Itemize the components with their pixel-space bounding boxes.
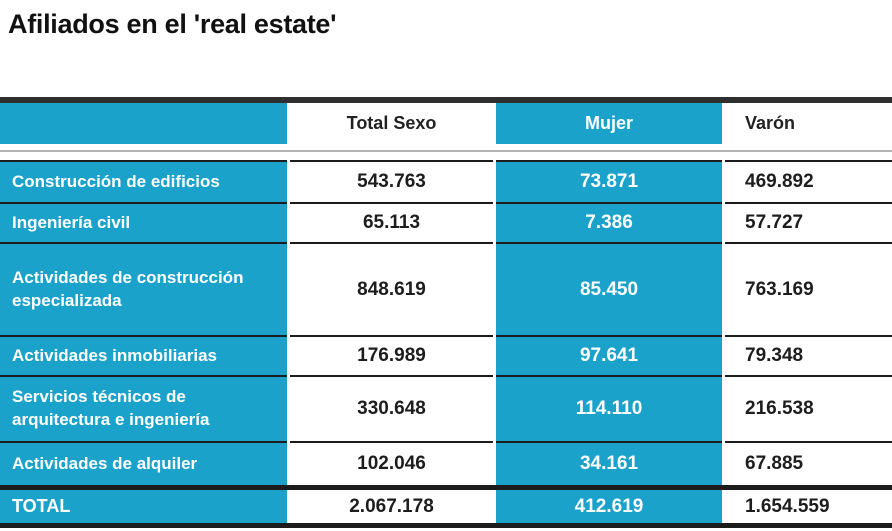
row-mujer-cell: 114.110	[496, 377, 722, 443]
row-varon-cell: 216.538	[725, 377, 892, 443]
affiliates-table: Total Sexo Mujer Varón Construcción de e…	[0, 97, 892, 528]
header-mujer-cell: Mujer	[496, 103, 722, 144]
row-total-sexo-cell: 330.648	[290, 377, 493, 443]
row-total-sexo-cell: 543.763	[290, 160, 493, 204]
row-category-cell: Servicios técnicos de arquitectura e ing…	[0, 377, 287, 443]
total-label-cell: TOTAL	[0, 490, 287, 523]
table-header-row: Total Sexo Mujer Varón	[0, 103, 892, 144]
page-title: Afiliados en el 'real estate'	[8, 9, 337, 39]
table-top-border	[0, 97, 892, 103]
row-mujer-cell: 85.450	[496, 244, 722, 337]
table-row-servicios-tecnicos: Servicios técnicos de arquitectura e ing…	[0, 377, 892, 443]
row-mujer-cell: 34.161	[496, 443, 722, 485]
row-varon-cell: 763.169	[725, 244, 892, 337]
row-category-cell: Actividades de construcción especializad…	[0, 244, 287, 337]
row-varon-cell: 57.727	[725, 204, 892, 244]
header-category-cell	[0, 103, 287, 144]
row-total-sexo-cell: 102.046	[357, 453, 426, 474]
total-top-border	[0, 485, 892, 490]
row-category-cell: Ingeniería civil	[0, 204, 287, 244]
header-separator-line	[0, 150, 892, 152]
total-total-sexo-cell: 2.067.178	[349, 495, 434, 517]
table-total-row: TOTAL 2.067.178 412.619 1.654.559	[0, 490, 892, 523]
header-varon-cell: Varón	[745, 113, 796, 133]
table-row-actividades-inmobiliarias: Actividades inmobiliarias 176.989 97.641…	[0, 337, 892, 377]
row-total-sexo-cell: 176.989	[290, 337, 493, 377]
table-row-actividades-alquiler: Actividades de alquiler 102.046 34.161 6…	[0, 443, 892, 485]
row-mujer-cell: 7.386	[496, 204, 722, 244]
row-total-sexo-cell: 848.619	[290, 244, 493, 337]
header-total-sexo-cell: Total Sexo	[346, 113, 437, 133]
row-mujer-cell: 73.871	[496, 160, 722, 204]
row-category-cell: Actividades inmobiliarias	[0, 337, 287, 377]
table-row-construccion-edificios: Construcción de edificios 543.763 73.871…	[0, 160, 892, 204]
row-total-sexo-cell: 65.113	[290, 204, 493, 244]
table-row-construccion-especializada: Actividades de construcción especializad…	[0, 244, 892, 337]
row-mujer-cell: 97.641	[496, 337, 722, 377]
row-varon-cell: 79.348	[725, 337, 892, 377]
total-mujer-cell: 412.619	[496, 490, 722, 523]
header-spacer	[0, 152, 892, 160]
row-varon-cell: 469.892	[725, 160, 892, 204]
row-varon-cell: 67.885	[745, 453, 804, 474]
total-varon-cell: 1.654.559	[745, 495, 830, 517]
table-row-ingenieria-civil: Ingeniería civil 65.113 7.386 57.727	[0, 204, 892, 244]
table-bottom-border	[0, 523, 892, 528]
row-category-cell: Actividades de alquiler	[0, 443, 287, 485]
row-category-cell: Construcción de edificios	[0, 160, 287, 204]
